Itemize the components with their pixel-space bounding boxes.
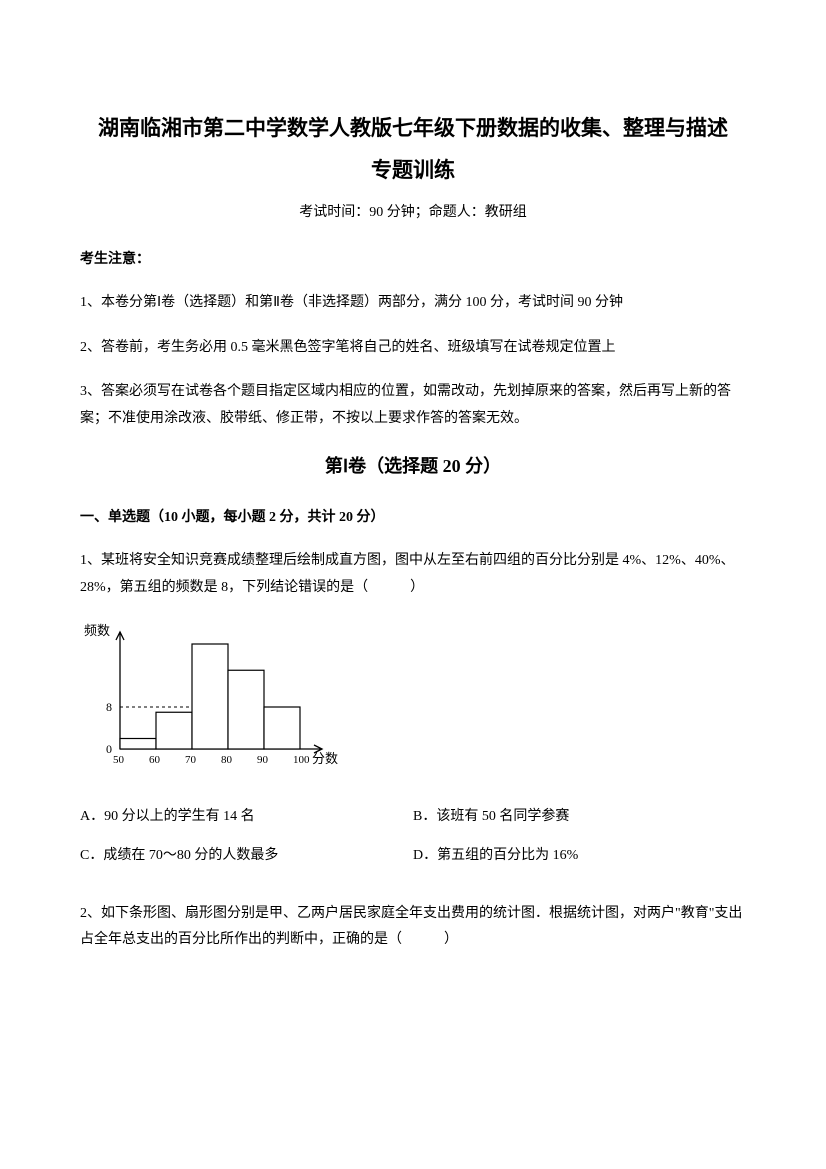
q1-option-c: C．成绩在 70～80 分的人数最多 bbox=[80, 843, 413, 868]
notice-item-1: 1、本卷分第Ⅰ卷（选择题）和第Ⅱ卷（非选择题）两部分，满分 100 分，考试时间… bbox=[80, 290, 746, 317]
svg-text:90: 90 bbox=[257, 754, 269, 766]
q1-options: A．90 分以上的学生有 14 名 B．该班有 50 名同学参赛 C．成绩在 7… bbox=[80, 804, 746, 882]
svg-text:0: 0 bbox=[106, 742, 112, 756]
title-line2: 专题训练 bbox=[80, 152, 746, 190]
svg-text:8: 8 bbox=[106, 700, 112, 714]
svg-text:60: 60 bbox=[149, 754, 161, 766]
svg-text:100: 100 bbox=[293, 754, 310, 766]
notice-item-2: 2、答卷前，考生务必用 0.5 毫米黑色签字笔将自己的姓名、班级填写在试卷规定位… bbox=[80, 335, 746, 362]
svg-text:分数: 分数 bbox=[312, 751, 338, 766]
histogram-svg: 频数 0 8 50 60 70 80 90 100分数 bbox=[80, 617, 340, 777]
question-2-text: 2、如下条形图、扇形图分别是甲、乙两户居民家庭全年支出费用的统计图．根据统计图，… bbox=[80, 901, 746, 954]
question-1-text: 1、某班将安全知识竞赛成绩整理后绘制成直方图，图中从左至右前四组的百分比分别是 … bbox=[80, 548, 746, 601]
sub-section-header: 一、单选题（10 小题，每小题 2 分，共计 20 分） bbox=[80, 505, 746, 530]
notice-header: 考生注意： bbox=[80, 247, 746, 272]
svg-text:频数: 频数 bbox=[84, 623, 110, 638]
svg-text:70: 70 bbox=[185, 754, 197, 766]
exam-info: 考试时间：90 分钟；命题人：教研组 bbox=[80, 200, 746, 225]
q1-option-d: D．第五组的百分比为 16% bbox=[413, 843, 746, 868]
section-1-header: 第Ⅰ卷（选择题 20 分） bbox=[80, 450, 746, 482]
notice-item-3: 3、答案必须写在试卷各个题目指定区域内相应的位置，如需改动，先划掉原来的答案，然… bbox=[80, 379, 746, 432]
q1-option-a: A．90 分以上的学生有 14 名 bbox=[80, 804, 413, 829]
title-line1: 湖南临湘市第二中学数学人教版七年级下册数据的收集、整理与描述 bbox=[80, 110, 746, 148]
svg-text:50: 50 bbox=[113, 754, 125, 766]
q1-histogram: 频数 0 8 50 60 70 80 90 100分数 bbox=[80, 617, 746, 786]
svg-text:80: 80 bbox=[221, 754, 233, 766]
q1-option-b: B．该班有 50 名同学参赛 bbox=[413, 804, 746, 829]
